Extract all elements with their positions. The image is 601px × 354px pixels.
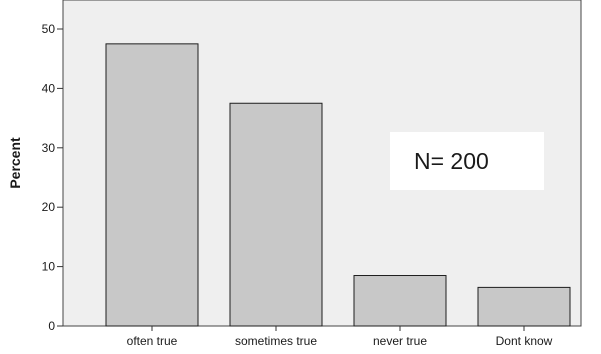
x-tick-label: sometimes true bbox=[235, 334, 317, 348]
y-axis: 0 10 20 30 40 50 bbox=[42, 22, 63, 333]
sample-size-annotation: N= 200 bbox=[390, 132, 544, 190]
x-tick-label: never true bbox=[373, 334, 427, 348]
bar-often-true bbox=[105, 43, 199, 327]
y-tick-label: 50 bbox=[42, 22, 56, 36]
y-axis-label: Percent bbox=[7, 137, 23, 189]
y-tick-label: 30 bbox=[42, 141, 56, 155]
bar-dont-know bbox=[477, 286, 571, 327]
x-tick-label: often true bbox=[127, 334, 178, 348]
y-tick-label: 20 bbox=[42, 200, 56, 214]
bar-never-true bbox=[353, 275, 447, 327]
y-tick-label: 40 bbox=[42, 81, 56, 95]
x-axis: often true sometimes true never true Dont k… bbox=[127, 326, 553, 348]
bar-sometimes-true bbox=[229, 102, 323, 327]
y-tick-label: 0 bbox=[48, 319, 55, 333]
y-tick-label: 10 bbox=[42, 260, 56, 274]
x-tick-label: Dont know bbox=[496, 334, 553, 348]
